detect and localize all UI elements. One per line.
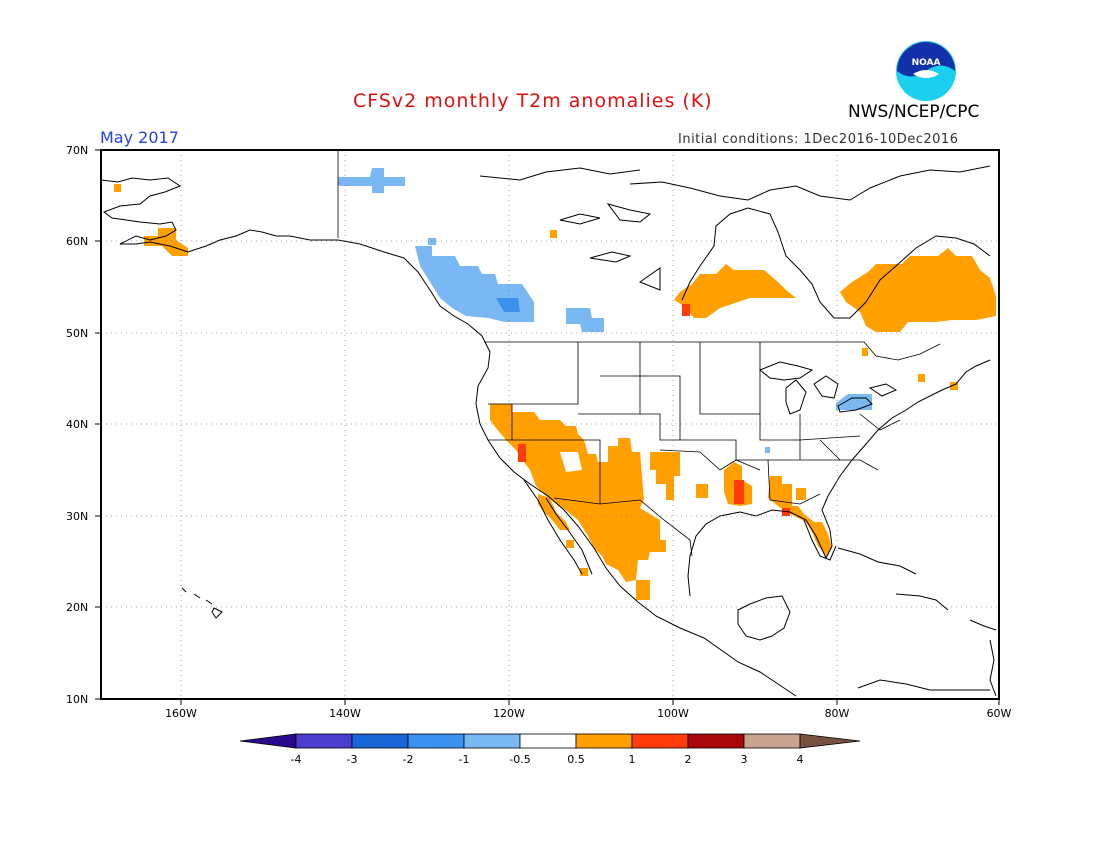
warm-anomaly-maine-spot bbox=[918, 374, 925, 382]
warm-anomaly-southwest-us bbox=[490, 404, 666, 582]
neutral-area-utah bbox=[560, 452, 582, 472]
colorbar-label: -1 bbox=[458, 753, 470, 766]
colorbar-swatch-1 bbox=[295, 733, 353, 749]
cool-anomaly-bc-dark bbox=[496, 298, 520, 312]
warm-anomaly-quebec-labrador bbox=[840, 248, 996, 332]
colorbar-label: 2 bbox=[684, 753, 692, 766]
colorbar-swatch-above bbox=[799, 733, 861, 749]
colorbar-swatch-2 bbox=[351, 733, 409, 749]
agency-label: NWS/NCEP/CPC bbox=[848, 102, 980, 122]
warm-anomaly-florida bbox=[778, 506, 832, 556]
strong-warm-anomaly-nevada bbox=[518, 444, 526, 462]
colorbar-swatch-below bbox=[239, 733, 297, 749]
lon-label-60w: 60W bbox=[986, 707, 1012, 720]
chart-title: CFSv2 monthly T2m anomalies (K) bbox=[353, 90, 713, 112]
colorbar-label: 0.5 bbox=[567, 753, 585, 766]
warm-anomaly-baja bbox=[538, 494, 570, 530]
warm-anomaly-ontario-spot bbox=[862, 348, 868, 356]
lon-label-80w: 80W bbox=[824, 707, 850, 720]
colorbar-label: -2 bbox=[402, 753, 414, 766]
warm-anomaly-alaska-spot bbox=[114, 184, 121, 192]
colorbar-label: -3 bbox=[346, 753, 358, 766]
warm-anomaly-alabama bbox=[768, 476, 792, 506]
warm-anomaly-texas bbox=[650, 452, 680, 500]
colorbar-swatch-9 bbox=[743, 733, 801, 749]
lon-label-160w: 160W bbox=[165, 707, 197, 720]
lat-label-50n: 50N bbox=[66, 327, 89, 340]
strong-warm-anomaly-louisiana bbox=[734, 480, 744, 504]
colorbar-label: 3 bbox=[740, 753, 748, 766]
lat-label-30n: 30N bbox=[66, 510, 89, 523]
warm-anomaly-baja-spot bbox=[566, 540, 574, 548]
warm-anomaly-nova-scotia-spot bbox=[950, 382, 958, 390]
lon-label-100w: 100W bbox=[657, 707, 689, 720]
colorbar-swatch-5 bbox=[519, 733, 577, 749]
colorbar-label: -4 bbox=[290, 753, 302, 766]
noaa-logo: NOAA bbox=[895, 40, 957, 102]
anomaly-patches bbox=[114, 168, 996, 600]
colorbar-label: -0.5 bbox=[509, 753, 531, 766]
colorbar-label: 4 bbox=[796, 753, 804, 766]
lat-label-10n: 10N bbox=[66, 693, 89, 706]
lon-label-140w: 140W bbox=[329, 707, 361, 720]
colorbar-swatch-8 bbox=[687, 733, 745, 749]
warm-anomaly-alaska-west bbox=[144, 228, 188, 256]
coastlines bbox=[101, 165, 997, 697]
initial-conditions: Initial conditions: 1Dec2016-10Dec2016 bbox=[678, 132, 959, 147]
warm-anomaly-nw-canada-spot bbox=[550, 230, 557, 238]
colorbar-label: 1 bbox=[628, 753, 636, 766]
colorbar-swatch-4 bbox=[463, 733, 521, 749]
warm-anomaly-georgia-spot bbox=[796, 488, 806, 500]
lat-label-40n: 40N bbox=[66, 418, 89, 431]
strong-warm-anomaly-ontario bbox=[682, 304, 690, 316]
cool-anomaly-spot-2 bbox=[765, 447, 770, 453]
lat-label-60n: 60N bbox=[66, 235, 89, 248]
warm-anomaly-mexico-south bbox=[636, 580, 650, 600]
axis-ticks bbox=[95, 149, 1000, 705]
forecast-month: May 2017 bbox=[100, 128, 179, 147]
colorbar-swatch-3 bbox=[407, 733, 465, 749]
noaa-logo-text: NOAA bbox=[912, 58, 941, 68]
cool-anomaly-yukon bbox=[338, 168, 405, 193]
lat-label-20n: 20N bbox=[66, 601, 89, 614]
borders bbox=[337, 150, 941, 557]
cool-anomaly-sask bbox=[566, 308, 604, 332]
colorbar-swatch-6 bbox=[575, 733, 633, 749]
warm-anomaly-texas-spot bbox=[696, 484, 708, 498]
cool-anomaly-lake-erie bbox=[836, 394, 872, 410]
colorbar-swatch-7 bbox=[631, 733, 689, 749]
lon-label-120w: 120W bbox=[493, 707, 525, 720]
warm-anomaly-mexico-spot bbox=[580, 568, 588, 576]
cool-anomaly-spot bbox=[428, 238, 436, 245]
colorbar bbox=[239, 733, 861, 749]
warm-anomaly-hudson-bay-south bbox=[674, 264, 796, 318]
lat-label-70n: 70N bbox=[66, 144, 89, 157]
